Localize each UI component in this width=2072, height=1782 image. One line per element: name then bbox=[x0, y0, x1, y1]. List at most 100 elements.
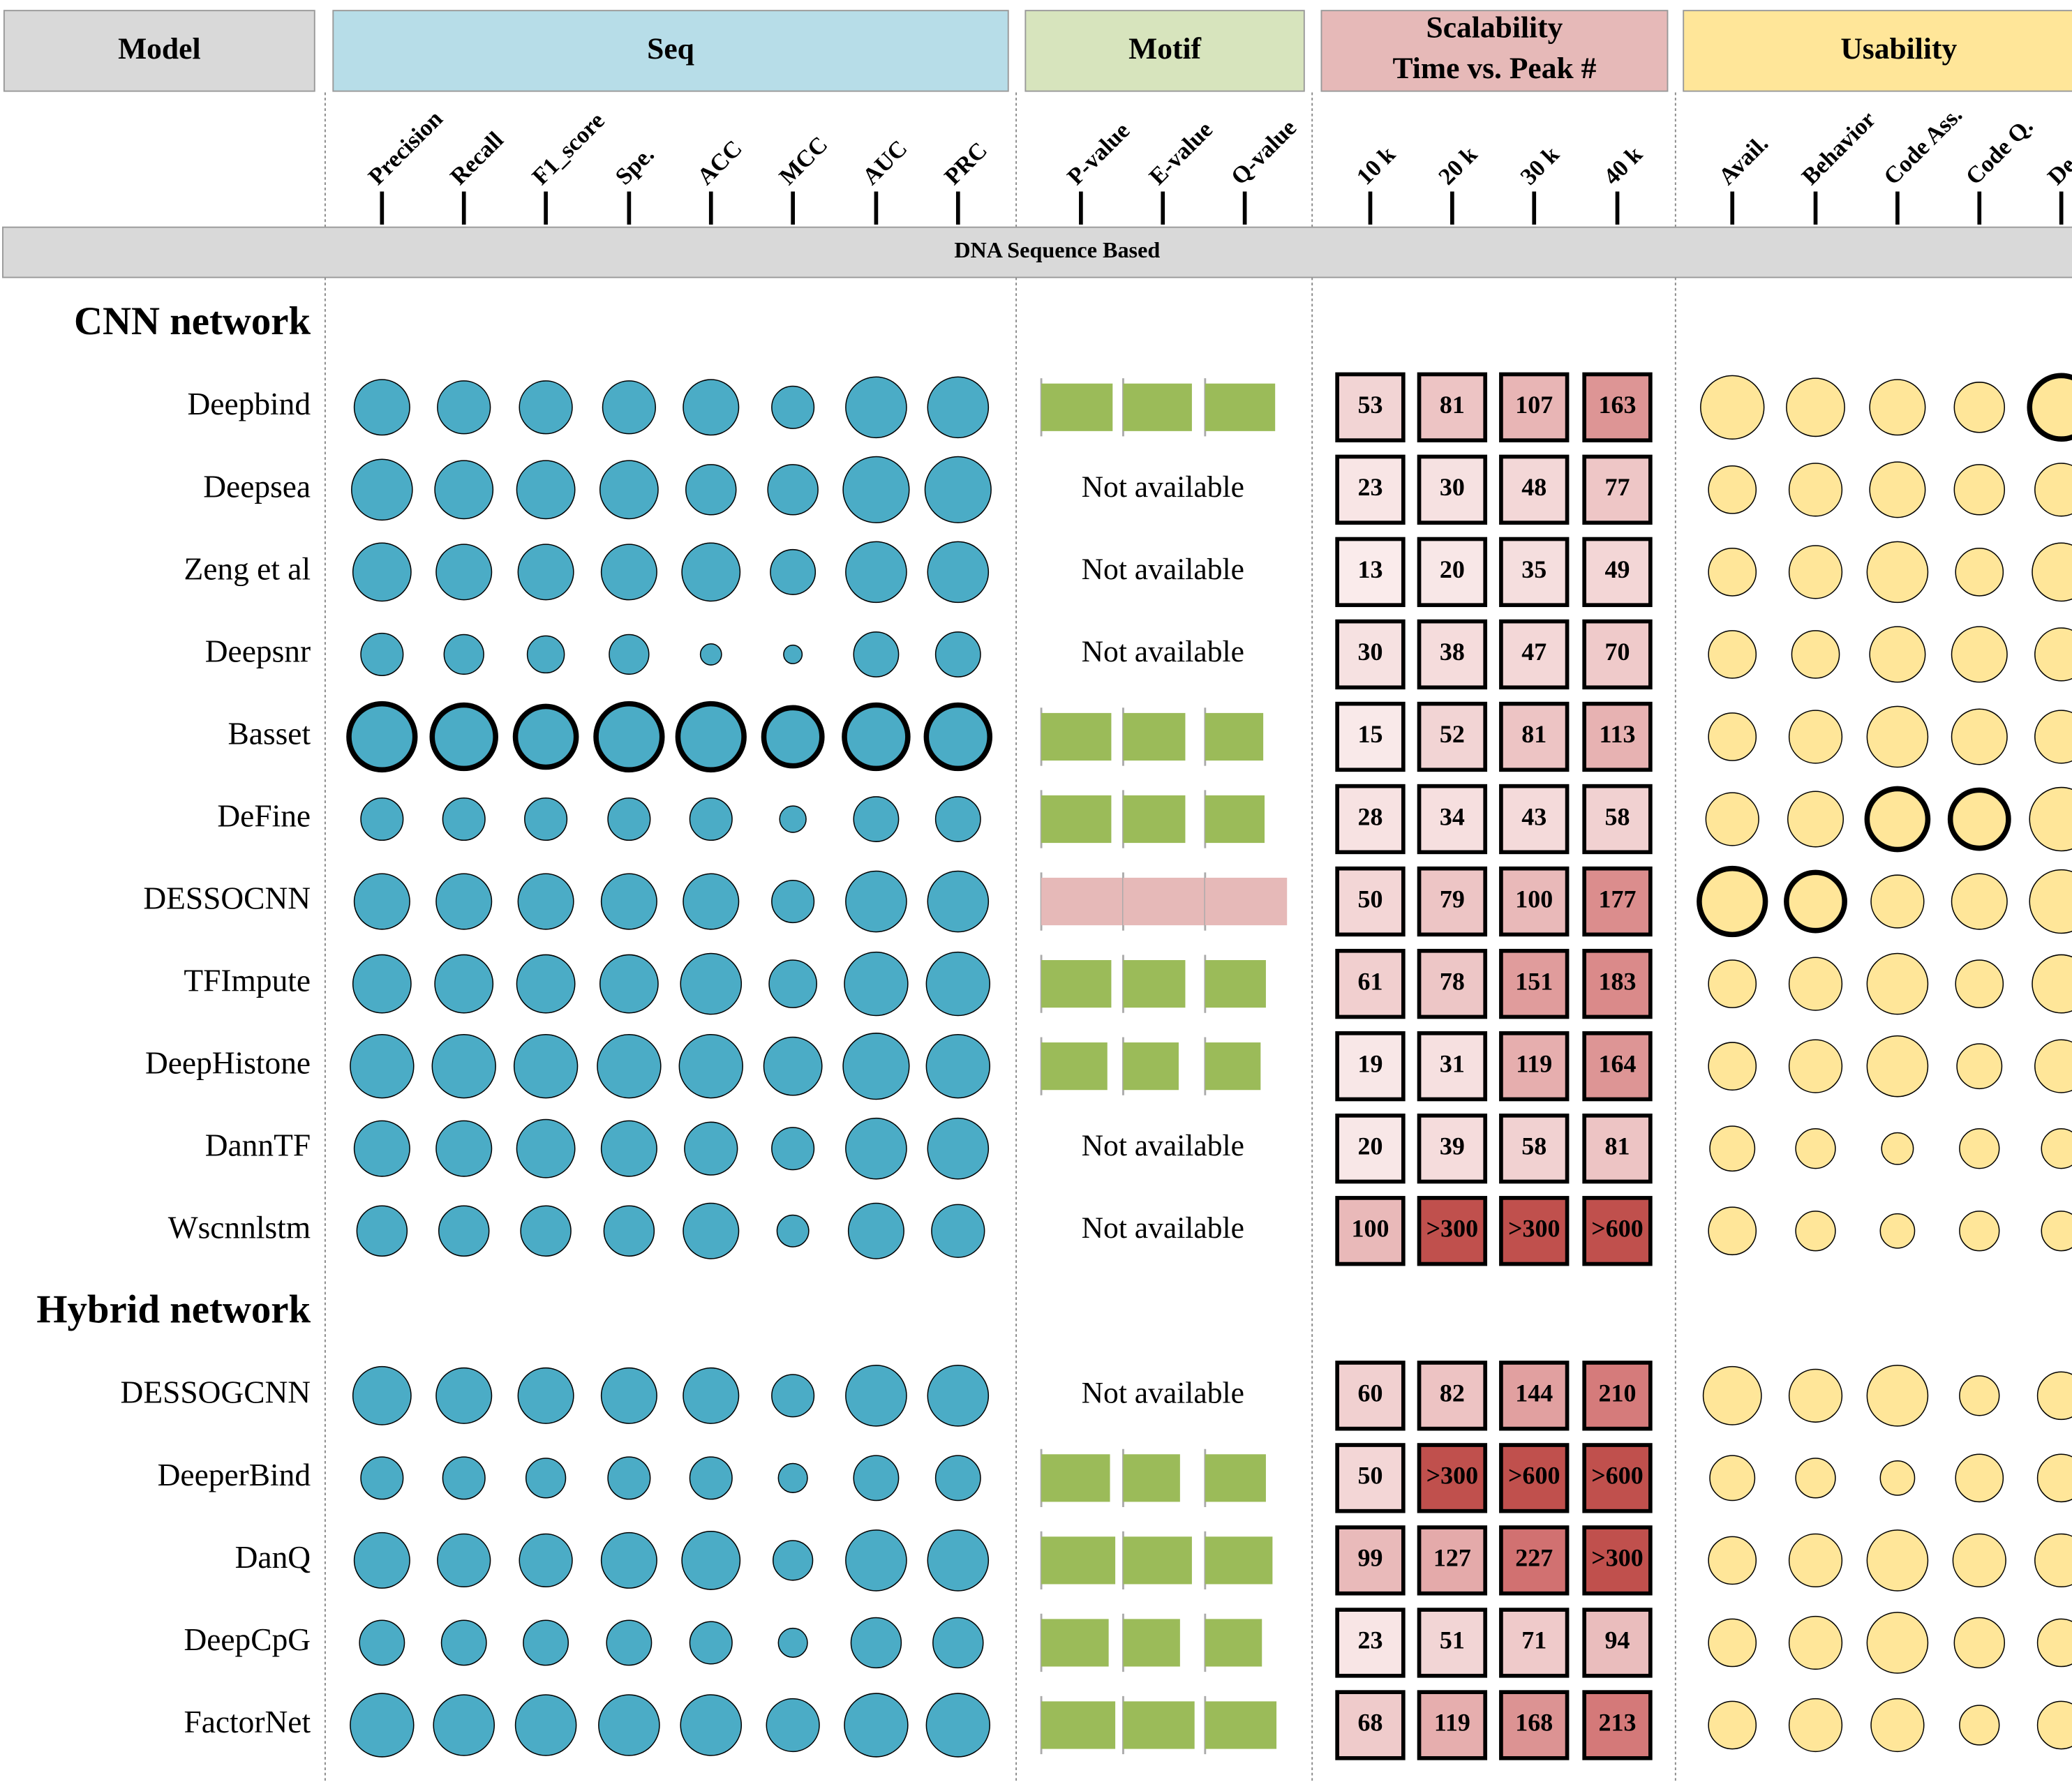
scalability-value: 94 bbox=[1605, 1626, 1630, 1654]
usability-bubble bbox=[2034, 1533, 2072, 1588]
scalability-cell bbox=[1499, 1361, 1570, 1431]
scalability-value: 34 bbox=[1440, 802, 1465, 830]
seq-bubble bbox=[517, 1367, 574, 1424]
scalability-value: 15 bbox=[1358, 720, 1383, 748]
usability-bubble bbox=[1708, 1536, 1757, 1585]
scalability-cell bbox=[1499, 454, 1570, 525]
scalability-cell bbox=[1582, 1443, 1653, 1513]
seq-bubble bbox=[523, 1619, 569, 1666]
seq-bubble bbox=[516, 460, 576, 520]
usability-bubble bbox=[1951, 626, 2008, 683]
scalability-cell bbox=[1417, 784, 1488, 855]
seq-bubble bbox=[842, 456, 910, 523]
seq-bubble bbox=[526, 635, 565, 674]
model-name: DeepHistone bbox=[145, 1046, 311, 1081]
scalability-value: 19 bbox=[1358, 1049, 1383, 1077]
model-name: DeepCpG bbox=[184, 1622, 311, 1657]
seq-bubble bbox=[683, 379, 740, 436]
header-box bbox=[3, 10, 315, 92]
scalability-value: >300 bbox=[1426, 1462, 1478, 1490]
usability-bubble bbox=[1708, 959, 1757, 1008]
motif-bar bbox=[1205, 960, 1266, 1008]
scalability-cell bbox=[1335, 1031, 1406, 1102]
seq-bubble bbox=[934, 1455, 981, 1502]
motif-na: Not available bbox=[1082, 553, 1244, 586]
seq-bubble bbox=[603, 1205, 655, 1257]
seq-bubble bbox=[925, 951, 990, 1017]
usability-bubble bbox=[1870, 874, 1925, 929]
scalability-value: 163 bbox=[1599, 391, 1637, 419]
usability-bubble bbox=[1864, 786, 1931, 853]
seq-bubble bbox=[683, 1367, 740, 1424]
seq-bubble bbox=[770, 548, 817, 595]
seq-bubble bbox=[771, 385, 815, 429]
usability-bubble bbox=[1788, 1368, 1843, 1423]
seq-bubble bbox=[600, 1532, 657, 1589]
scalability-value: 20 bbox=[1358, 1132, 1383, 1160]
seq-bubble bbox=[763, 1036, 823, 1096]
usability-bubble bbox=[2034, 710, 2072, 764]
seq-bubble bbox=[934, 631, 981, 677]
motif-bar bbox=[1041, 1701, 1116, 1749]
scalability-value: 30 bbox=[1440, 473, 1465, 501]
scalability-value: 77 bbox=[1605, 473, 1630, 501]
usability-bubble bbox=[1866, 1365, 1929, 1427]
scalability-value: 144 bbox=[1515, 1379, 1553, 1407]
model-name: DeeperBind bbox=[158, 1458, 311, 1492]
scalability-cell bbox=[1499, 866, 1570, 937]
metric-label: 30 k bbox=[1516, 142, 1565, 190]
seq-bubble bbox=[783, 644, 803, 664]
usability-bubble bbox=[2034, 463, 2072, 517]
model-name: DeFine bbox=[217, 798, 311, 833]
seq-bubble bbox=[927, 376, 990, 439]
seq-bubble bbox=[607, 797, 651, 841]
seq-bubble bbox=[779, 805, 807, 833]
scalability-value: 35 bbox=[1521, 555, 1546, 583]
usability-bubble bbox=[1702, 1365, 1762, 1425]
usability-bubble bbox=[2041, 1128, 2072, 1169]
seq-bubble bbox=[924, 456, 992, 523]
header-box bbox=[1683, 10, 2072, 92]
section-title: CNN network bbox=[74, 299, 311, 343]
usability-bubble bbox=[1708, 1206, 1757, 1256]
usability-bubble bbox=[1959, 1128, 2000, 1169]
header-label: Seq bbox=[647, 32, 694, 66]
motif-bar bbox=[1205, 1536, 1273, 1585]
motif-bar bbox=[1041, 1454, 1110, 1502]
scalability-cell bbox=[1335, 1608, 1406, 1678]
header-label: Model bbox=[118, 32, 200, 66]
scalability-cell bbox=[1499, 701, 1570, 772]
seq-bubble bbox=[353, 1120, 410, 1177]
usability-bubble bbox=[2041, 1211, 2072, 1252]
scalability-value: 47 bbox=[1521, 638, 1546, 666]
usability-bubble bbox=[1788, 1039, 1843, 1093]
seq-bubble bbox=[853, 1455, 900, 1502]
scalability-cell bbox=[1417, 701, 1488, 772]
scalability-value: 81 bbox=[1521, 720, 1546, 748]
seq-bubble bbox=[351, 458, 413, 521]
seq-bubble bbox=[777, 1627, 808, 1659]
seq-bubble bbox=[685, 464, 737, 516]
scalability-cell bbox=[1582, 1608, 1653, 1678]
scalability-value: 99 bbox=[1358, 1544, 1383, 1572]
scalability-cell bbox=[1499, 784, 1570, 855]
scalability-cell bbox=[1335, 701, 1406, 772]
scalability-value: 210 bbox=[1599, 1379, 1637, 1407]
seq-bubble bbox=[519, 380, 573, 435]
seq-bubble bbox=[842, 1033, 910, 1100]
scalability-value: 151 bbox=[1515, 967, 1553, 995]
seq-bubble bbox=[516, 954, 576, 1014]
scalability-cell bbox=[1417, 454, 1488, 525]
seq-bubble bbox=[931, 1204, 985, 1258]
seq-bubble bbox=[934, 796, 981, 842]
scalability-cell bbox=[1499, 372, 1570, 442]
scalability-cell bbox=[1499, 948, 1570, 1019]
seq-bubble bbox=[434, 460, 494, 520]
scalability-value: 38 bbox=[1440, 638, 1465, 666]
seq-bubble bbox=[777, 1462, 808, 1493]
usability-bubble bbox=[1708, 1042, 1757, 1091]
header-label: Usability bbox=[1840, 32, 1957, 66]
motif-bar bbox=[1123, 960, 1186, 1008]
seq-bubble bbox=[850, 1617, 902, 1669]
